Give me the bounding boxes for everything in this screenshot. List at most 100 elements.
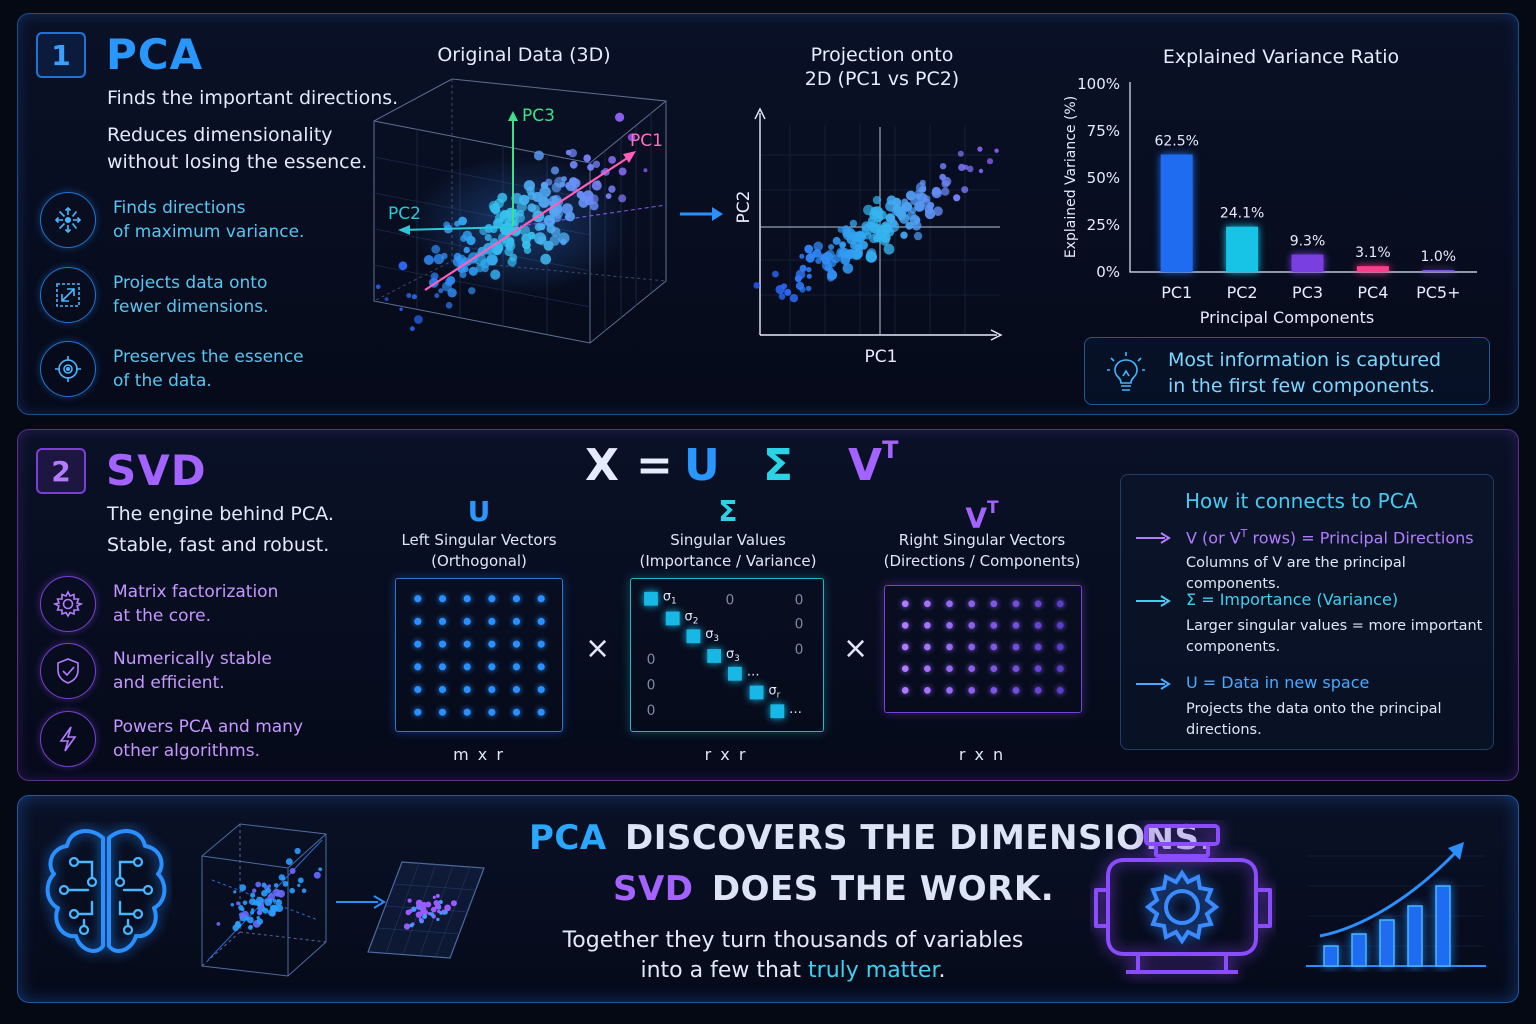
matrix-dot (438, 595, 447, 603)
matrix-dot (1012, 622, 1020, 629)
projected-point (806, 273, 812, 279)
data-point (569, 160, 578, 169)
data-point (493, 218, 504, 229)
summary-sub-line2-a: into a few that (640, 958, 809, 983)
projected-point (839, 242, 846, 249)
connection-head-v-a: V (or V (1186, 528, 1241, 548)
projected-point (953, 194, 961, 202)
singular-value-label: σ1 (663, 590, 677, 607)
matrix-dot (990, 665, 998, 673)
projected-point (812, 249, 822, 258)
plane-dot (436, 917, 440, 922)
projected-point (851, 249, 863, 260)
plane-projection-icon (367, 861, 485, 959)
category-label: PC5+ (1416, 283, 1460, 302)
vt-sup: T (987, 498, 999, 518)
projection-2d-plot: PC1 PC2 (735, 107, 1003, 367)
diagonal-cell (727, 666, 742, 681)
matrix-dot (1056, 622, 1064, 629)
projected-point (941, 180, 950, 188)
data-point (491, 206, 501, 215)
matrix-dot (512, 663, 521, 671)
pca-feature-project: Projects data onto fewer dimensions. (40, 267, 380, 323)
original-data-3d-plot: PC3 PC1 PC2 (373, 78, 667, 344)
data-point (539, 186, 551, 198)
data-point (460, 235, 468, 242)
data-point (550, 166, 560, 175)
data-point (441, 252, 448, 260)
data-point (414, 315, 423, 324)
diagonal-cell (644, 591, 658, 606)
bar-value-label: 9.3% (1290, 234, 1326, 250)
data-point (565, 149, 572, 156)
plane-dot (409, 923, 414, 928)
matrix-dot (512, 708, 521, 716)
original-data-title: Original Data (3D) (437, 44, 611, 66)
feature-line1: Preserves the essence (113, 347, 304, 367)
data-point (442, 281, 452, 292)
plane-dot (421, 901, 427, 907)
pca-tagline: Finds the important directions. (107, 87, 399, 109)
feature-line1: Numerically stable (113, 649, 272, 669)
matrix-dot (438, 708, 447, 716)
projected-point (961, 186, 969, 194)
plane-dot (408, 909, 413, 914)
projected-point (913, 231, 923, 241)
formula-v: VT (848, 436, 898, 500)
projected-point (957, 150, 964, 157)
pca-description-line1: Reduces dimensionality (107, 124, 333, 146)
arrow-right-icon (1136, 678, 1171, 690)
plane-dot (438, 900, 443, 904)
cube-dot (216, 922, 221, 926)
matrix-dot (537, 640, 545, 648)
projected-point (844, 249, 855, 260)
matrix-dot (537, 685, 545, 694)
matrix-dot (946, 686, 953, 694)
summary-line1: PCA DISCOVERS THE DIMENSIONS. (529, 818, 1213, 858)
3d-point-cloud (375, 112, 648, 332)
data-point (591, 180, 602, 191)
variance-bar (1356, 266, 1389, 272)
data-point (532, 191, 543, 203)
data-point (423, 255, 434, 265)
matrix-dot (488, 595, 496, 603)
formula-sigma: Σ (763, 440, 794, 491)
diagonal-cell (665, 611, 680, 626)
projected-point (977, 146, 983, 152)
data-point (484, 233, 492, 242)
pca-title: PCA (106, 30, 204, 79)
y-tick-label: 100% (1077, 75, 1120, 93)
matrix-dot (924, 643, 931, 651)
matrix-dot (1056, 686, 1064, 694)
matrix-dot (488, 640, 496, 648)
data-point (494, 198, 504, 209)
plane-dot (422, 914, 428, 919)
data-point (410, 326, 415, 332)
data-point (509, 212, 519, 222)
projected-point (795, 269, 806, 280)
data-point (468, 287, 476, 295)
insight-box: Most information is captured in the first… (1084, 337, 1490, 405)
svd-number: 2 (51, 454, 71, 488)
plane-dot (430, 906, 437, 913)
insight-line2: in the first few components. (1168, 375, 1436, 397)
plane-dot (432, 895, 436, 899)
cube-dot (297, 883, 301, 887)
category-label: PC4 (1357, 283, 1388, 302)
matrix-dot (438, 663, 447, 671)
cube-dot (242, 900, 248, 906)
data-point (540, 253, 552, 265)
projected-point (799, 286, 806, 293)
cube-dot (282, 880, 289, 887)
singular-value-label: σr (768, 683, 780, 700)
matrix-dot (537, 663, 545, 671)
matrix-dot (537, 708, 545, 716)
feature-line2: fewer dimensions. (113, 297, 269, 317)
matrix-dot (924, 622, 931, 629)
matrix-dot (901, 665, 909, 673)
plane-dot (429, 912, 434, 917)
plane-dot (420, 918, 424, 922)
data-point (533, 150, 544, 161)
zero-entry: 0 (795, 642, 804, 658)
data-point (527, 231, 536, 240)
